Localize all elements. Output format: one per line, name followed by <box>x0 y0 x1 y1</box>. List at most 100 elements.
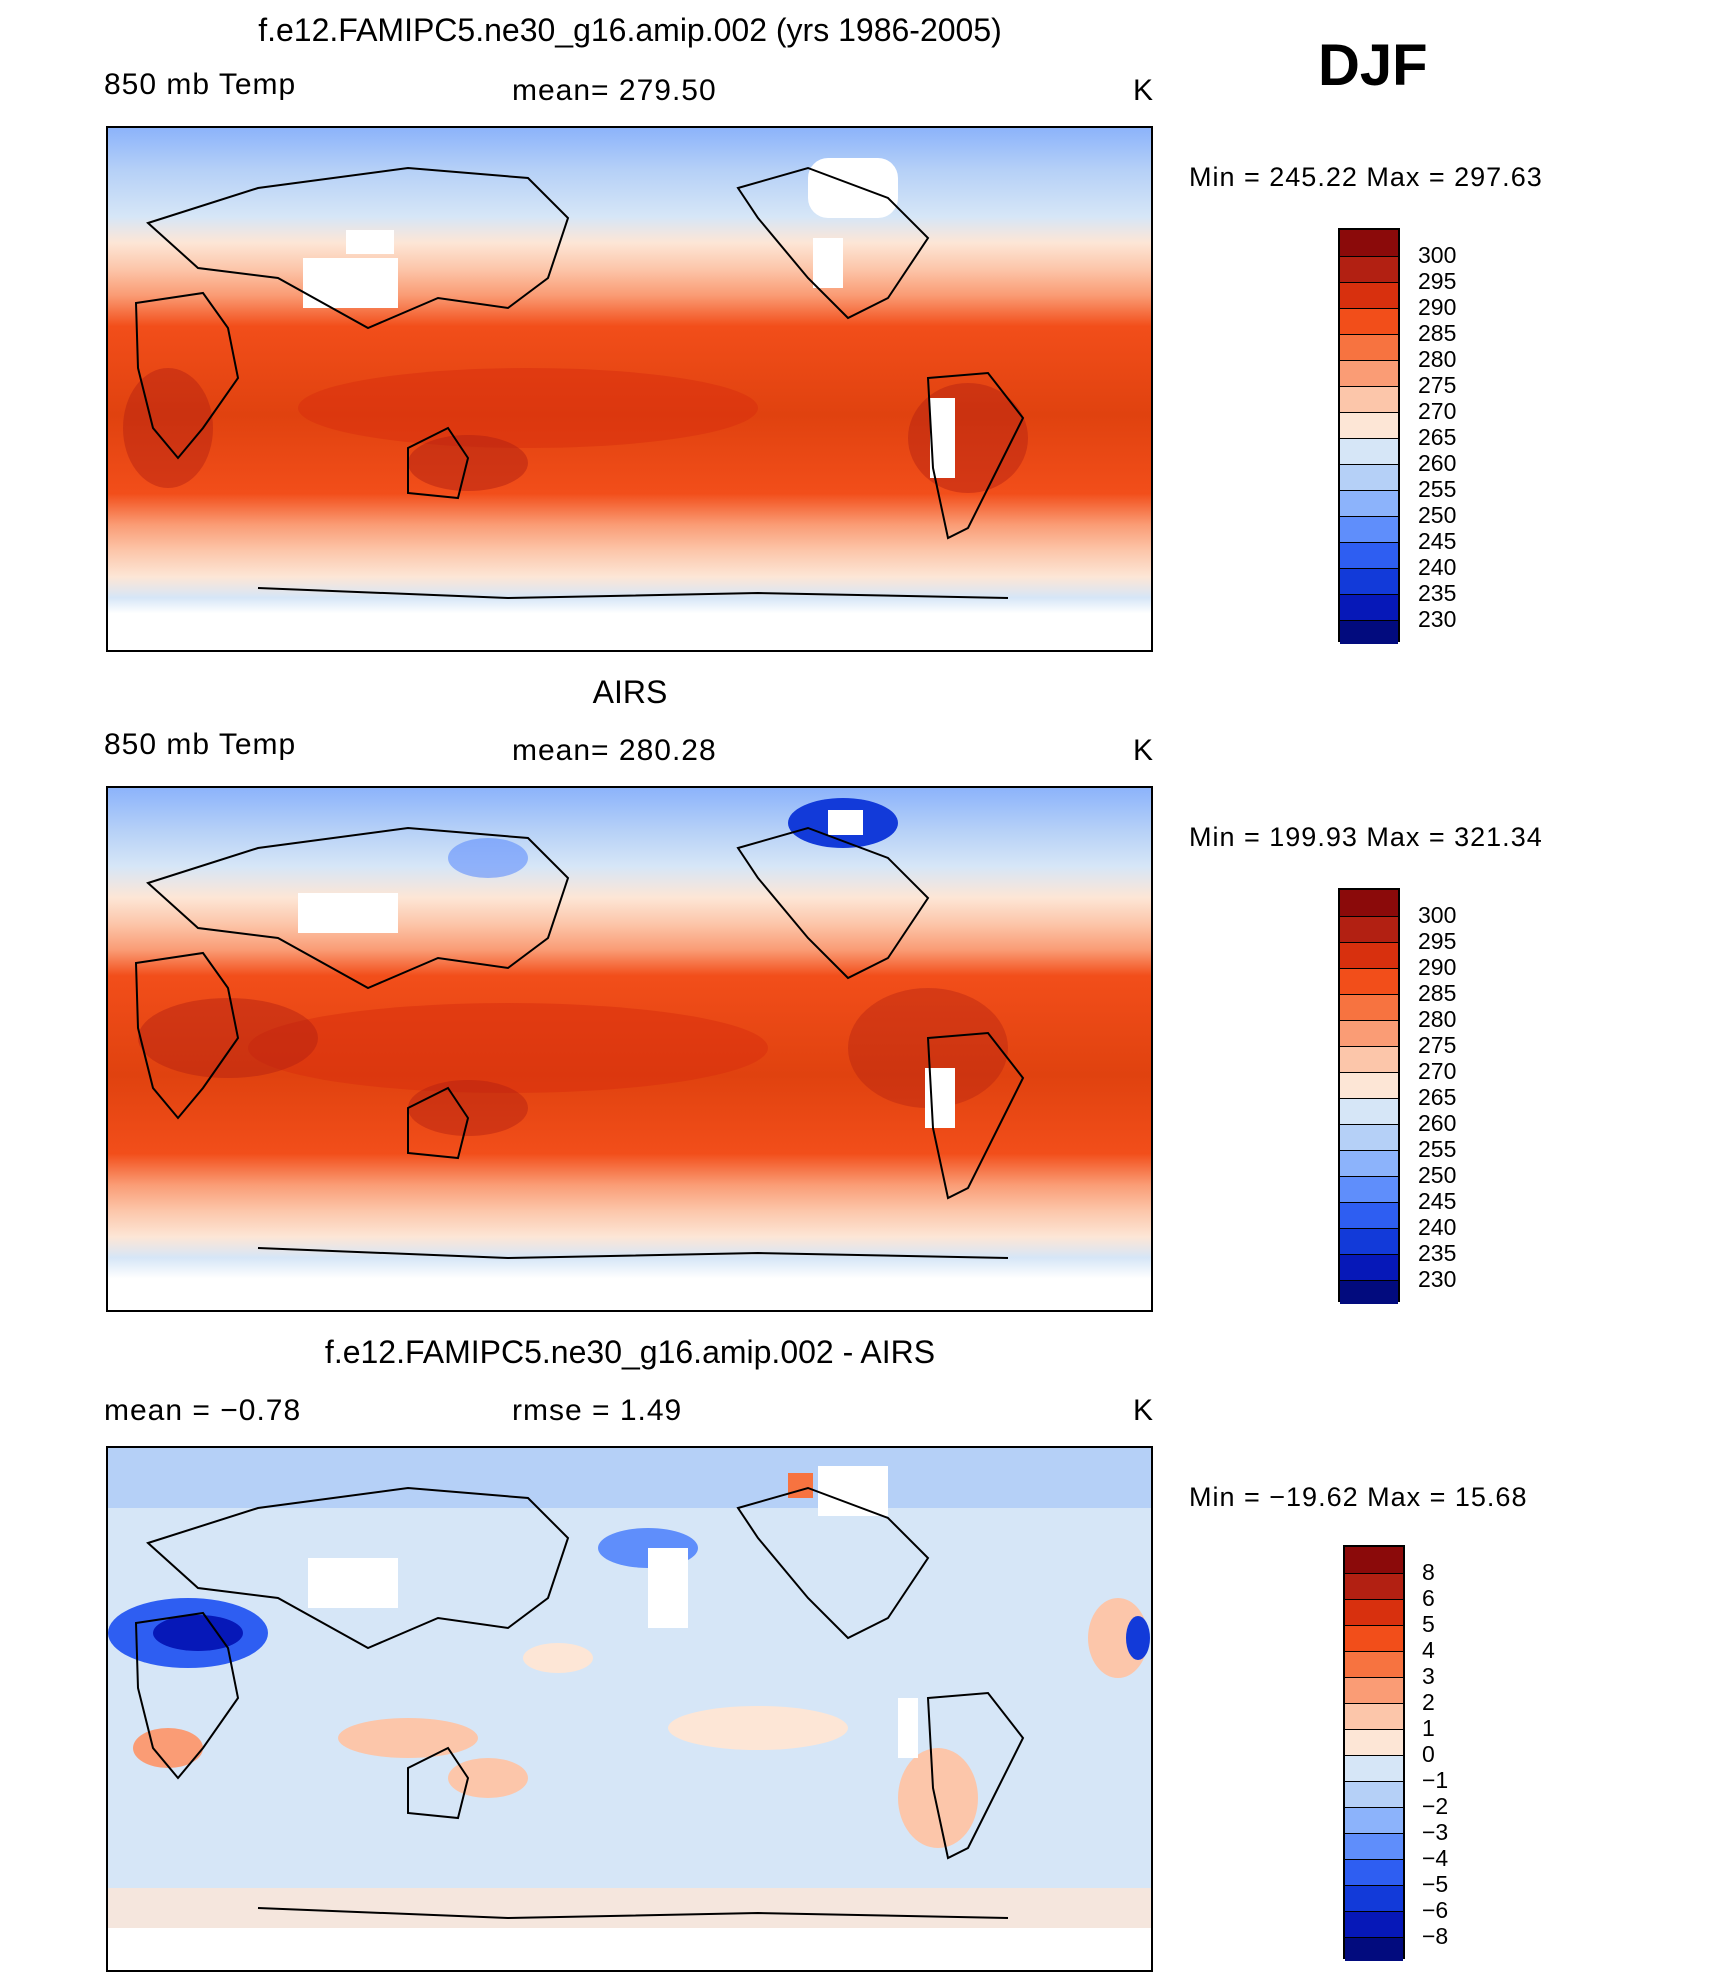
panel-obs-colorbar-label: 280 <box>1418 1006 1457 1032</box>
panel-obs-colorbar-box <box>1340 1098 1398 1124</box>
panel-diff-colorbar-box <box>1345 1859 1403 1885</box>
panel-diff-map-svg <box>108 1448 1151 1970</box>
panel-diff-colorbar-label: 1 <box>1422 1715 1435 1741</box>
panel-diff-colorbar-label: −6 <box>1422 1897 1449 1923</box>
panel-diff-colorbar-box <box>1345 1703 1403 1729</box>
panel-obs-mean-label: mean= 280.28 <box>512 734 717 767</box>
season-label: DJF <box>1318 33 1428 98</box>
panel-diff-colorbar-box <box>1345 1599 1403 1625</box>
panel-model-colorbar-box <box>1340 464 1398 490</box>
panel-obs-colorbar-label: 290 <box>1418 954 1457 980</box>
panel-obs-colorbar-box <box>1340 1202 1398 1228</box>
panel-obs-colorbar-label: 265 <box>1418 1084 1457 1110</box>
panel-diff-colorbar-label: 6 <box>1422 1585 1435 1611</box>
panel-obs-colorbar-box <box>1340 890 1398 916</box>
panel-obs-colorbar-label: 270 <box>1418 1058 1457 1084</box>
panel-model-map <box>106 126 1153 652</box>
panel-diff-colorbar-label: 5 <box>1422 1611 1435 1637</box>
panel-diff-colorbar-box <box>1345 1729 1403 1755</box>
panel-diff-colorbar-box <box>1345 1781 1403 1807</box>
panel-model-colorbar-label: 240 <box>1418 554 1457 580</box>
panel-model-colorbar <box>1338 228 1400 644</box>
panel-diff-colorbar-box <box>1345 1807 1403 1833</box>
panel-model-units: K <box>1133 74 1155 107</box>
panel-model-colorbar-box <box>1340 360 1398 386</box>
panel-diff-colorbar-label: 2 <box>1422 1689 1435 1715</box>
panel-diff-mean-label: mean = −0.78 <box>104 1394 302 1427</box>
panel-model-colorbar-box <box>1340 594 1398 620</box>
panel-obs-colorbar-label: 235 <box>1418 1240 1457 1266</box>
panel-obs-colorbar-box <box>1340 1124 1398 1150</box>
panel-diff-colorbar-label: −3 <box>1422 1819 1449 1845</box>
panel-diff-colorbar-label: 3 <box>1422 1663 1435 1689</box>
panel-diff-title: f.e12.FAMIPC5.ne30_g16.amip.002 - AIRS <box>324 1334 936 1370</box>
panel-diff-colorbar-box <box>1345 1885 1403 1911</box>
panel-diff-colorbar-box <box>1345 1573 1403 1599</box>
panel-obs-units: K <box>1133 734 1155 767</box>
panel-model-colorbar-label: 265 <box>1418 424 1457 450</box>
panel-diff-colorbar-box <box>1345 1937 1403 1961</box>
panel-model-colorbar-box <box>1340 282 1398 308</box>
panel-model-colorbar-box <box>1340 386 1398 412</box>
panel-model-colorbar-box <box>1340 516 1398 542</box>
panel-model-colorbar-label: 290 <box>1418 294 1457 320</box>
panel-obs-variable-label: 850 mb Temp <box>104 728 297 761</box>
panel-diff-colorbar-box <box>1345 1677 1403 1703</box>
panel-model-colorbar-label: 250 <box>1418 502 1457 528</box>
panel-obs-colorbar-label: 260 <box>1418 1110 1457 1136</box>
panel-obs-colorbar-label: 240 <box>1418 1214 1457 1240</box>
panel-model-colorbar-box <box>1340 230 1398 256</box>
panel-diff-colorbar-box <box>1345 1625 1403 1651</box>
panel-obs-colorbar-label: 295 <box>1418 928 1457 954</box>
panel-model-colorbar-label: 230 <box>1418 606 1457 632</box>
panel-diff-colorbar-label: −1 <box>1422 1767 1449 1793</box>
panel-model-map-svg <box>108 128 1151 650</box>
panel-obs-minmax: Min = 199.93 Max = 321.34 <box>1189 822 1543 852</box>
panel-obs-colorbar-box <box>1340 1280 1398 1304</box>
panel-diff-colorbar-box <box>1345 1547 1403 1573</box>
panel-model-colorbar-label: 300 <box>1418 242 1457 268</box>
panel-obs-colorbar-box <box>1340 916 1398 942</box>
panel-model-colorbar-box <box>1340 256 1398 282</box>
panel-model-colorbar-label: 260 <box>1418 450 1457 476</box>
panel-obs-colorbar-label: 285 <box>1418 980 1457 1006</box>
panel-model-colorbar-box <box>1340 308 1398 334</box>
panel-obs-title: AIRS <box>592 674 668 710</box>
panel-model-title: f.e12.FAMIPC5.ne30_g16.amip.002 (yrs 198… <box>258 12 1002 48</box>
panel-model-colorbar-label: 270 <box>1418 398 1457 424</box>
panel-model-colorbar-box <box>1340 490 1398 516</box>
panel-diff-colorbar-label: 0 <box>1422 1741 1435 1767</box>
panel-model-colorbar-box <box>1340 620 1398 644</box>
panel-diff-rmse-label: rmse = 1.49 <box>512 1394 683 1427</box>
panel-model-colorbar-label: 255 <box>1418 476 1457 502</box>
panel-diff-minmax: Min = −19.62 Max = 15.68 <box>1189 1482 1528 1512</box>
panel-obs-colorbar-label: 245 <box>1418 1188 1457 1214</box>
panel-obs-colorbar-label: 250 <box>1418 1162 1457 1188</box>
panel-model-variable-label: 850 mb Temp <box>104 68 297 101</box>
panel-diff-colorbar-label: −2 <box>1422 1793 1449 1819</box>
panel-model-mean-label: mean= 279.50 <box>512 74 717 107</box>
panel-diff-units: K <box>1133 1394 1155 1427</box>
panel-obs-colorbar-box <box>1340 942 1398 968</box>
panel-diff-colorbar-label: 4 <box>1422 1637 1435 1663</box>
panel-model-colorbar-label: 295 <box>1418 268 1457 294</box>
panel-model-colorbar-label: 275 <box>1418 372 1457 398</box>
panel-obs-colorbar-box <box>1340 968 1398 994</box>
panel-obs-map <box>106 786 1153 1312</box>
panel-obs-map-svg <box>108 788 1151 1310</box>
panel-model-colorbar-box <box>1340 438 1398 464</box>
panel-obs-colorbar <box>1338 888 1400 1304</box>
panel-model-colorbar-box <box>1340 334 1398 360</box>
panel-diff-colorbar-label: −4 <box>1422 1845 1449 1871</box>
panel-diff-colorbar-box <box>1345 1651 1403 1677</box>
panel-model-colorbar-box <box>1340 568 1398 594</box>
panel-diff-colorbar-box <box>1345 1911 1403 1937</box>
panel-model-colorbar-label: 285 <box>1418 320 1457 346</box>
panel-diff-colorbar-label: −8 <box>1422 1923 1449 1949</box>
panel-obs-colorbar-box <box>1340 1176 1398 1202</box>
panel-diff-colorbar <box>1343 1545 1405 1961</box>
panel-obs-colorbar-box <box>1340 994 1398 1020</box>
panel-obs-colorbar-label: 230 <box>1418 1266 1457 1292</box>
panel-model-colorbar-label: 280 <box>1418 346 1457 372</box>
panel-obs-colorbar-label: 300 <box>1418 902 1457 928</box>
